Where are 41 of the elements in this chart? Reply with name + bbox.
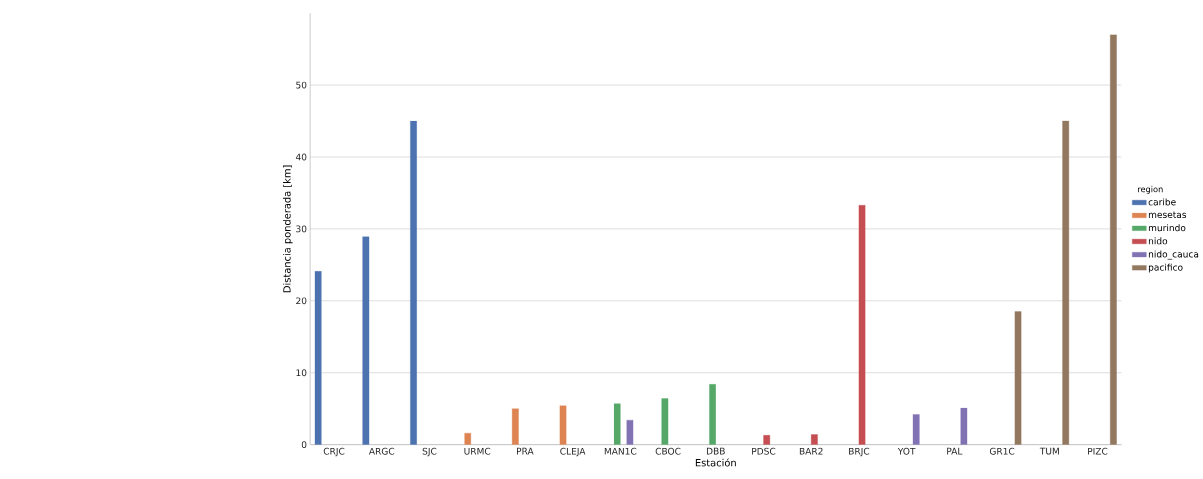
x-tick-label: PIZC <box>1088 447 1108 455</box>
x-tick-label: PRA <box>517 447 534 455</box>
y-tick-label: 20 <box>296 297 307 305</box>
x-tick-label: BRJC <box>849 447 870 457</box>
x-axis-title: Estación <box>695 458 736 467</box>
bar <box>410 120 417 445</box>
x-tick-label: ARGC <box>368 447 395 455</box>
x-tick-label: PAL <box>947 447 963 455</box>
bar <box>362 236 370 445</box>
y-tick-label: 0 <box>301 441 307 448</box>
x-tick-label: DBB <box>706 447 725 455</box>
bar <box>912 414 920 445</box>
x-tick-label: TUM <box>1039 447 1059 455</box>
legend-title: region <box>1138 185 1163 194</box>
legend-label: pacifico <box>1148 263 1183 273</box>
x-tick-label: BAR2 <box>799 447 823 455</box>
x-tick-label: CRJC <box>323 447 345 457</box>
x-tick-label: YOT <box>897 447 916 455</box>
x-tick-label: GR1C <box>989 447 1015 455</box>
legend-label: caribe <box>1148 198 1176 206</box>
y-axis-title: Distancia ponderada [km] <box>283 165 293 293</box>
legend-label: mesetas <box>1148 211 1187 218</box>
x-tick-label: PDSC <box>752 447 776 455</box>
legend-label: nido <box>1148 237 1168 245</box>
legend-label: nido_cauca <box>1148 250 1199 260</box>
bar <box>314 271 322 445</box>
x-tick-label: SJC <box>422 447 437 457</box>
y-tick-label: 40 <box>295 153 307 161</box>
x-tick-label: MAN1C <box>604 447 637 455</box>
bar <box>626 419 634 445</box>
legend-label: murindo <box>1148 224 1186 232</box>
x-tick-label: CLEJA <box>560 447 586 457</box>
bar <box>709 383 716 445</box>
y-tick-label: 50 <box>296 81 307 89</box>
y-tick-label: 10 <box>296 369 307 377</box>
y-tick-label: 30 <box>296 225 307 233</box>
bar <box>613 403 621 445</box>
x-tick-label: CBOC <box>655 447 681 455</box>
bar <box>960 407 968 445</box>
x-tick-label: URMC <box>464 447 491 455</box>
bar <box>661 398 669 445</box>
